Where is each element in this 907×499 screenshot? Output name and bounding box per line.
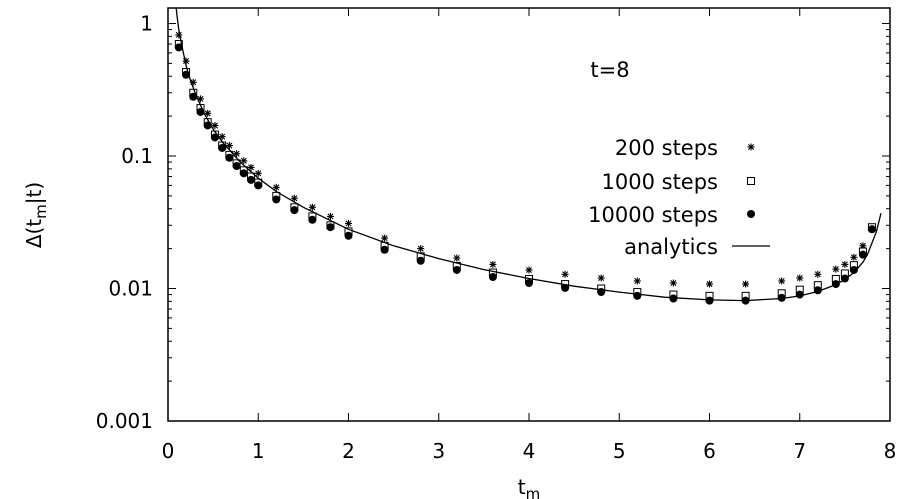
data-point-star	[841, 260, 849, 268]
data-point-circle	[218, 143, 227, 152]
x-tick-label: 0	[162, 439, 175, 463]
data-point-star	[204, 109, 212, 117]
x-tick-label: 4	[523, 439, 536, 463]
y-tick-label: 1	[140, 12, 153, 36]
data-point-circle	[308, 215, 317, 224]
y-tick-label: 0.01	[108, 277, 153, 301]
data-point-star	[633, 277, 641, 285]
data-point-star	[211, 121, 219, 129]
data-point-circle	[525, 279, 533, 288]
x-tick-label: 2	[342, 439, 355, 463]
data-point-star	[832, 265, 840, 273]
x-tick-label: 3	[432, 439, 445, 463]
data-point-circle	[633, 291, 642, 300]
data-point-star	[453, 254, 461, 262]
x-tick-label: 5	[613, 439, 626, 463]
legend-marker-square	[747, 177, 755, 185]
legend: 200 steps 1000 steps 10000 steps analytics	[588, 136, 770, 259]
data-point-star	[326, 212, 334, 220]
data-point-star	[254, 169, 262, 177]
data-point-star	[706, 280, 713, 288]
data-point-star	[669, 279, 677, 287]
data-point-star	[381, 234, 389, 242]
data-point-star	[290, 194, 298, 202]
data-point-circle	[867, 225, 876, 234]
annotation-text: t=8	[590, 58, 629, 82]
x-tick-label: 7	[793, 439, 806, 463]
y-axis-label: Δ(tm|t)	[22, 182, 50, 248]
data-point-star	[240, 157, 248, 165]
data-point-circle	[858, 250, 867, 259]
data-point-circle	[239, 169, 248, 178]
x-tick-label: 1	[252, 439, 265, 463]
legend-label: 10000 steps	[588, 203, 718, 227]
legend-label: analytics	[624, 235, 718, 259]
data-point-star	[597, 274, 605, 282]
x-tick-label: 8	[884, 439, 897, 463]
data-point-circle	[416, 256, 425, 265]
series-analytics-line	[175, 8, 882, 302]
data-point-circle	[669, 294, 678, 303]
data-point-star	[345, 219, 352, 227]
data-point-star	[850, 253, 858, 261]
data-point-star	[308, 203, 316, 211]
legend-marker-star	[747, 143, 755, 151]
data-point-circle	[272, 195, 281, 204]
x-tick-label: 6	[703, 439, 716, 463]
plot-frame	[167, 7, 891, 422]
data-point-star	[525, 266, 533, 274]
legend-label: 1000 steps	[602, 170, 718, 194]
data-point-circle	[344, 231, 353, 240]
legend-label: 200 steps	[615, 136, 718, 160]
data-point-star	[814, 270, 822, 278]
data-point-star	[796, 274, 804, 282]
data-point-circle	[326, 223, 335, 232]
data-point-circle	[488, 273, 497, 282]
x-axis-label: tm	[518, 475, 540, 499]
data-point-star	[272, 183, 280, 191]
data-point-circle	[452, 265, 461, 274]
data-point-star	[417, 245, 425, 253]
data-point-star	[778, 277, 786, 285]
data-point-circle	[705, 296, 714, 305]
legend-marker-circle	[747, 210, 755, 218]
data-point-circle	[232, 162, 241, 171]
data-point-star	[859, 242, 867, 250]
data-point-circle	[225, 153, 234, 162]
data-point-circle	[561, 283, 570, 292]
data-point-circle	[174, 43, 183, 52]
y-tick-label: 0.001	[96, 409, 153, 433]
y-tick-label: 0.1	[121, 144, 153, 168]
data-point-circle	[254, 181, 263, 190]
data-point-circle	[380, 245, 389, 254]
data-point-circle	[290, 206, 299, 215]
data-point-star	[247, 163, 255, 171]
data-point-circle	[849, 265, 858, 274]
data-point-star	[489, 260, 497, 268]
data-point-star	[225, 142, 233, 150]
data-point-circle	[247, 175, 256, 184]
data-point-star	[742, 280, 750, 288]
data-point-star	[561, 270, 569, 278]
